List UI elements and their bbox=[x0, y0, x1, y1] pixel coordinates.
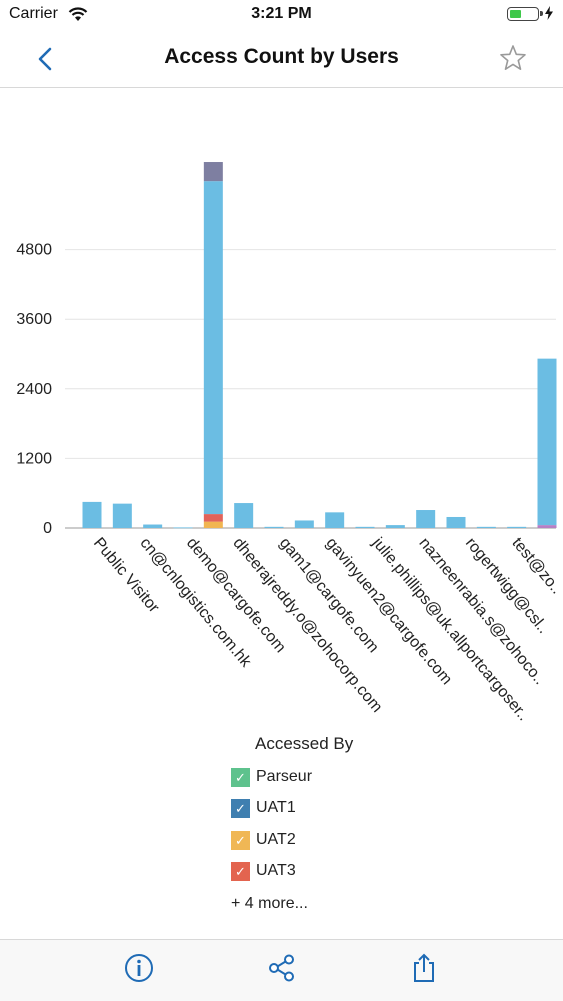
bar-segment[interactable] bbox=[507, 526, 527, 528]
bar[interactable] bbox=[234, 503, 254, 528]
bar[interactable] bbox=[355, 526, 375, 528]
legend-item-label: UAT3 bbox=[256, 862, 296, 879]
bar-segment[interactable] bbox=[203, 514, 223, 522]
bar[interactable] bbox=[264, 526, 284, 528]
navigation-bar: Access Count by Users bbox=[0, 30, 563, 88]
legend-item-label: UAT1 bbox=[256, 799, 296, 816]
y-tick-label: 2400 bbox=[16, 381, 52, 398]
legend-title: Accessed By bbox=[255, 734, 354, 753]
bar-segment[interactable] bbox=[537, 525, 557, 528]
bar-segment[interactable] bbox=[143, 524, 163, 528]
bar-segment[interactable] bbox=[476, 526, 496, 528]
bar-segment[interactable] bbox=[446, 516, 466, 528]
bottom-toolbar bbox=[0, 939, 563, 1001]
bar[interactable] bbox=[537, 358, 557, 528]
bar[interactable] bbox=[112, 503, 132, 528]
legend-checkbox-icon[interactable]: ✓ bbox=[231, 862, 250, 881]
bar[interactable] bbox=[82, 501, 102, 528]
bar[interactable] bbox=[476, 526, 496, 528]
bar[interactable] bbox=[173, 527, 193, 529]
bar-segment[interactable] bbox=[173, 527, 193, 529]
legend-item-label: UAT2 bbox=[256, 831, 296, 848]
charging-icon bbox=[545, 6, 553, 20]
legend-more-link[interactable]: + 4 more... bbox=[231, 895, 308, 912]
page-title: Access Count by Users bbox=[164, 45, 399, 68]
x-tick-label: rogertwigg@csl.. bbox=[462, 535, 552, 637]
wifi-icon bbox=[68, 7, 88, 21]
bar[interactable] bbox=[385, 525, 405, 528]
clock: 3:21 PM bbox=[251, 5, 312, 22]
bar-segment[interactable] bbox=[264, 526, 284, 528]
y-tick-label: 1200 bbox=[16, 450, 52, 467]
bar-segment[interactable] bbox=[416, 510, 436, 528]
back-button[interactable] bbox=[34, 44, 58, 74]
legend-checkbox-icon[interactable]: ✓ bbox=[231, 799, 250, 818]
bar[interactable] bbox=[507, 526, 527, 528]
bar[interactable] bbox=[446, 516, 466, 528]
bar[interactable] bbox=[294, 520, 314, 528]
bar-segment[interactable] bbox=[82, 501, 102, 528]
bar-segment[interactable] bbox=[385, 525, 405, 528]
battery-icon bbox=[507, 7, 543, 21]
chart-area: 0 1200 2400 3600 4800 Public Visitor cn@cnlogi… bbox=[0, 88, 563, 728]
bar-segment[interactable] bbox=[112, 503, 132, 528]
bar[interactable] bbox=[416, 510, 436, 528]
share-icon[interactable] bbox=[266, 952, 298, 984]
legend-checkbox-icon[interactable]: ✓ bbox=[231, 768, 250, 787]
bar-segment[interactable] bbox=[537, 358, 557, 526]
bar-segment[interactable] bbox=[325, 512, 345, 528]
bar[interactable] bbox=[143, 524, 163, 528]
bar[interactable] bbox=[203, 162, 223, 528]
y-tick-label: 0 bbox=[43, 520, 52, 537]
bar-segment[interactable] bbox=[203, 181, 223, 515]
legend-item-label: Parseur bbox=[256, 768, 313, 785]
bar-segment[interactable] bbox=[355, 526, 375, 528]
info-icon[interactable] bbox=[123, 952, 155, 984]
carrier-label: Carrier bbox=[9, 5, 58, 22]
y-tick-label: 3600 bbox=[16, 311, 52, 328]
legend: Accessed By ✓ Parseur ✓ UAT1 ✓ UAT2 ✓ UA… bbox=[0, 730, 563, 930]
legend-checkbox-icon[interactable]: ✓ bbox=[231, 831, 250, 850]
y-tick-label: 4800 bbox=[16, 242, 52, 259]
bar-segment[interactable] bbox=[234, 503, 254, 528]
favorite-star-icon[interactable] bbox=[499, 44, 527, 72]
status-bar: Carrier 3:21 PM bbox=[0, 0, 563, 30]
export-icon[interactable] bbox=[408, 952, 440, 984]
bar-segment[interactable] bbox=[203, 162, 223, 182]
bar[interactable] bbox=[325, 512, 345, 528]
bar-segment[interactable] bbox=[203, 521, 223, 528]
bar-segment[interactable] bbox=[294, 520, 314, 528]
